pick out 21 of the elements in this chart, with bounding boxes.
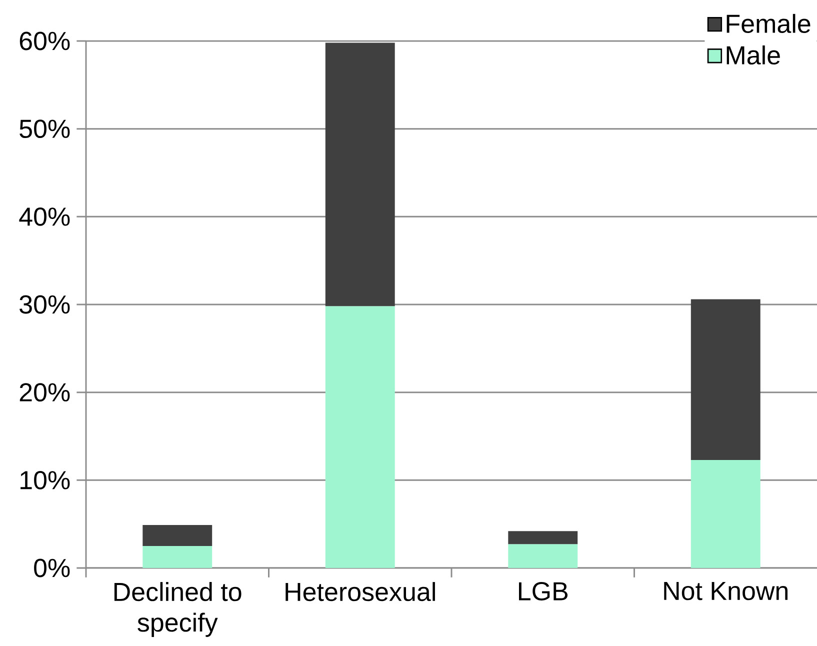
bar — [508, 531, 578, 544]
bar — [142, 546, 212, 568]
x-tick-label: Not Known — [664, 582, 788, 600]
bar — [142, 524, 212, 546]
legend-label: Female — [726, 14, 810, 34]
x-tick-label: Heterosexual — [286, 582, 435, 602]
bar — [325, 306, 395, 568]
bar — [325, 42, 395, 306]
x-tick-label: Declined to specify — [114, 582, 242, 637]
y-tick-label: 50% — [20, 120, 70, 138]
bar — [690, 299, 760, 460]
x-tick-label: LGB — [519, 582, 568, 600]
bar — [690, 460, 760, 568]
bar — [508, 544, 578, 568]
legend-label: Male — [726, 45, 780, 65]
y-tick-label: 60% — [20, 32, 70, 50]
y-tick-label: 40% — [19, 207, 70, 226]
y-tick-label: 0% — [34, 558, 70, 578]
y-tick-label: 10% — [20, 470, 70, 490]
y-tick-label: 30% — [20, 295, 70, 314]
y-tick-label: 20% — [20, 383, 70, 402]
